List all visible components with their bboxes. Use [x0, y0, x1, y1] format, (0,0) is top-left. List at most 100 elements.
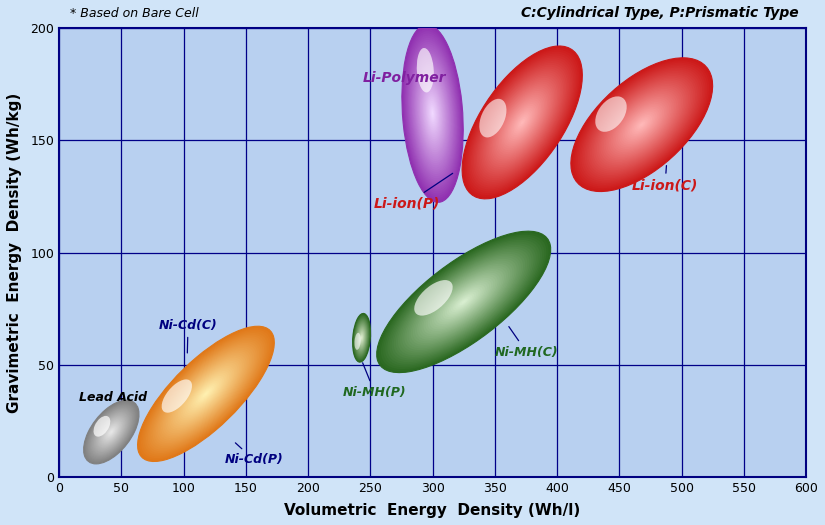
Text: * Based on Bare Cell: * Based on Bare Cell — [70, 7, 199, 20]
Ellipse shape — [596, 97, 627, 132]
Ellipse shape — [583, 69, 700, 180]
Ellipse shape — [441, 283, 487, 321]
Ellipse shape — [639, 121, 645, 128]
Ellipse shape — [417, 68, 448, 159]
Ellipse shape — [356, 322, 367, 354]
Ellipse shape — [413, 57, 452, 170]
Ellipse shape — [405, 33, 460, 194]
Ellipse shape — [356, 323, 367, 352]
Ellipse shape — [159, 348, 252, 440]
Text: Ni-Cd(P): Ni-Cd(P) — [224, 443, 283, 466]
Ellipse shape — [361, 336, 362, 340]
Ellipse shape — [186, 374, 226, 414]
Ellipse shape — [483, 72, 562, 173]
Ellipse shape — [93, 411, 130, 453]
Ellipse shape — [87, 405, 135, 459]
Ellipse shape — [496, 89, 549, 156]
Ellipse shape — [479, 99, 507, 138]
Ellipse shape — [181, 369, 231, 418]
Ellipse shape — [356, 323, 367, 353]
Text: Ni-MH(C): Ni-MH(C) — [495, 327, 559, 359]
Ellipse shape — [415, 64, 450, 163]
Ellipse shape — [198, 386, 214, 402]
Ellipse shape — [635, 118, 648, 131]
Ellipse shape — [621, 105, 662, 144]
Ellipse shape — [414, 280, 453, 316]
Ellipse shape — [201, 389, 211, 399]
Ellipse shape — [141, 330, 271, 458]
Ellipse shape — [490, 81, 554, 163]
Ellipse shape — [513, 111, 531, 134]
Ellipse shape — [359, 331, 364, 344]
Ellipse shape — [360, 332, 364, 344]
Ellipse shape — [423, 88, 441, 140]
Ellipse shape — [91, 408, 131, 455]
Ellipse shape — [94, 413, 128, 452]
Ellipse shape — [361, 334, 363, 341]
Ellipse shape — [151, 340, 261, 448]
Ellipse shape — [354, 318, 369, 358]
Ellipse shape — [100, 419, 123, 445]
Ellipse shape — [171, 359, 241, 428]
Ellipse shape — [585, 71, 699, 178]
Ellipse shape — [422, 83, 443, 144]
Ellipse shape — [423, 85, 442, 142]
Ellipse shape — [91, 408, 132, 456]
Ellipse shape — [582, 68, 702, 182]
Ellipse shape — [430, 274, 497, 330]
Ellipse shape — [505, 100, 540, 145]
Ellipse shape — [360, 332, 364, 343]
Ellipse shape — [417, 264, 511, 340]
Text: C:Cylindrical Type, P:Prismatic Type: C:Cylindrical Type, P:Prismatic Type — [521, 6, 799, 20]
Ellipse shape — [493, 85, 552, 160]
Ellipse shape — [359, 330, 365, 346]
Ellipse shape — [573, 59, 711, 190]
Text: Li-Polymer: Li-Polymer — [363, 71, 446, 85]
Ellipse shape — [106, 426, 116, 437]
Ellipse shape — [469, 55, 575, 190]
Ellipse shape — [358, 328, 365, 347]
Ellipse shape — [418, 72, 447, 155]
Ellipse shape — [408, 44, 456, 183]
Ellipse shape — [93, 416, 111, 437]
Ellipse shape — [486, 76, 559, 169]
Ellipse shape — [623, 107, 661, 143]
Ellipse shape — [357, 326, 366, 350]
Ellipse shape — [111, 431, 112, 433]
Ellipse shape — [598, 84, 685, 165]
Ellipse shape — [177, 366, 234, 422]
Ellipse shape — [356, 321, 368, 354]
Ellipse shape — [451, 291, 476, 312]
Ellipse shape — [84, 401, 139, 463]
Ellipse shape — [593, 79, 691, 170]
Ellipse shape — [101, 421, 120, 443]
Ellipse shape — [518, 117, 526, 128]
Ellipse shape — [357, 326, 366, 350]
Ellipse shape — [614, 99, 669, 151]
Ellipse shape — [416, 66, 449, 161]
Ellipse shape — [407, 38, 459, 190]
Ellipse shape — [102, 422, 120, 442]
Ellipse shape — [402, 252, 526, 352]
Ellipse shape — [158, 346, 254, 442]
Ellipse shape — [479, 68, 565, 176]
Ellipse shape — [462, 46, 582, 199]
Ellipse shape — [500, 94, 544, 150]
Ellipse shape — [422, 81, 444, 146]
Ellipse shape — [474, 61, 571, 184]
Ellipse shape — [172, 361, 239, 427]
Ellipse shape — [417, 48, 434, 92]
Ellipse shape — [406, 36, 460, 192]
Ellipse shape — [403, 27, 463, 200]
Ellipse shape — [381, 235, 546, 369]
Ellipse shape — [633, 117, 650, 133]
Ellipse shape — [488, 80, 556, 165]
Ellipse shape — [92, 410, 131, 455]
Ellipse shape — [174, 363, 238, 425]
Ellipse shape — [412, 260, 515, 343]
Ellipse shape — [492, 83, 553, 162]
Ellipse shape — [455, 295, 472, 309]
Ellipse shape — [414, 59, 451, 167]
Ellipse shape — [502, 96, 543, 149]
Ellipse shape — [590, 76, 694, 174]
